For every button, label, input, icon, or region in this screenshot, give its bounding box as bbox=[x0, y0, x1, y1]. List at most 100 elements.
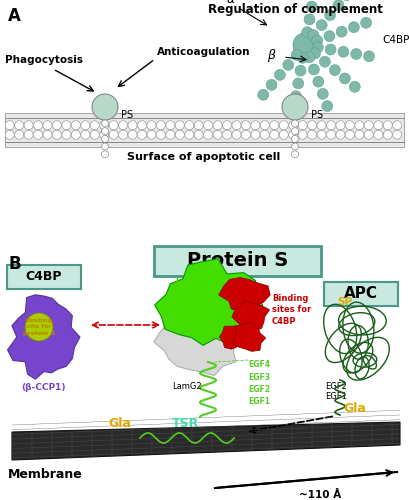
Circle shape bbox=[25, 313, 53, 341]
Circle shape bbox=[109, 130, 118, 140]
Circle shape bbox=[72, 120, 81, 130]
Circle shape bbox=[166, 120, 175, 130]
Circle shape bbox=[349, 82, 360, 92]
Circle shape bbox=[258, 90, 269, 101]
Circle shape bbox=[317, 120, 326, 130]
Circle shape bbox=[194, 120, 203, 130]
Polygon shape bbox=[12, 422, 400, 460]
Circle shape bbox=[351, 48, 362, 60]
Text: ~110 Å: ~110 Å bbox=[299, 490, 341, 500]
Circle shape bbox=[261, 130, 270, 140]
Circle shape bbox=[292, 128, 299, 134]
Text: TSR: TSR bbox=[171, 417, 199, 430]
Circle shape bbox=[364, 120, 373, 130]
Circle shape bbox=[312, 35, 323, 46]
Circle shape bbox=[251, 130, 260, 140]
Circle shape bbox=[393, 130, 402, 140]
Text: Anticoagulation: Anticoagulation bbox=[157, 47, 250, 57]
Polygon shape bbox=[154, 310, 241, 376]
Text: A: A bbox=[8, 7, 21, 25]
Circle shape bbox=[185, 120, 194, 130]
Text: LamG1: LamG1 bbox=[175, 278, 207, 287]
Circle shape bbox=[213, 120, 222, 130]
Circle shape bbox=[292, 143, 299, 150]
Text: Surface of apoptotic cell: Surface of apoptotic cell bbox=[127, 152, 281, 162]
Circle shape bbox=[339, 73, 351, 84]
Circle shape bbox=[383, 130, 392, 140]
Circle shape bbox=[293, 33, 317, 57]
Circle shape bbox=[336, 120, 345, 130]
Circle shape bbox=[204, 130, 213, 140]
Circle shape bbox=[52, 120, 61, 130]
Circle shape bbox=[297, 52, 308, 64]
Text: B: B bbox=[8, 255, 20, 273]
Circle shape bbox=[308, 120, 317, 130]
Bar bbox=[5, 113, 404, 147]
Circle shape bbox=[289, 120, 298, 130]
Circle shape bbox=[43, 120, 52, 130]
Circle shape bbox=[222, 120, 231, 130]
Circle shape bbox=[100, 120, 109, 130]
Circle shape bbox=[5, 120, 14, 130]
Circle shape bbox=[156, 130, 165, 140]
Text: (β-CCP1): (β-CCP1) bbox=[22, 382, 66, 392]
Circle shape bbox=[279, 120, 288, 130]
Polygon shape bbox=[232, 300, 270, 331]
Circle shape bbox=[308, 64, 319, 75]
Circle shape bbox=[319, 56, 330, 67]
Circle shape bbox=[326, 120, 335, 130]
Circle shape bbox=[325, 44, 336, 55]
Circle shape bbox=[24, 120, 33, 130]
Circle shape bbox=[101, 151, 108, 158]
Circle shape bbox=[261, 120, 270, 130]
Circle shape bbox=[312, 42, 323, 53]
Circle shape bbox=[5, 130, 14, 140]
Circle shape bbox=[34, 120, 43, 130]
Circle shape bbox=[175, 130, 184, 140]
Text: Phagocytosis: Phagocytosis bbox=[5, 55, 83, 65]
Circle shape bbox=[204, 120, 213, 130]
Circle shape bbox=[24, 130, 33, 140]
Circle shape bbox=[282, 94, 308, 120]
Circle shape bbox=[355, 120, 364, 130]
Circle shape bbox=[52, 130, 61, 140]
FancyBboxPatch shape bbox=[324, 282, 398, 306]
Circle shape bbox=[374, 130, 383, 140]
Circle shape bbox=[292, 136, 299, 142]
Text: C4BP: C4BP bbox=[26, 270, 62, 283]
Circle shape bbox=[137, 130, 146, 140]
Circle shape bbox=[101, 120, 108, 127]
Circle shape bbox=[336, 130, 345, 140]
Circle shape bbox=[266, 80, 277, 90]
Circle shape bbox=[185, 130, 194, 140]
Circle shape bbox=[15, 120, 24, 130]
Circle shape bbox=[292, 120, 299, 127]
Circle shape bbox=[43, 130, 52, 140]
Text: EGF4
EGF3
EGF2
EGF1: EGF4 EGF3 EGF2 EGF1 bbox=[248, 360, 270, 406]
Text: C4BP: C4BP bbox=[382, 35, 409, 45]
Circle shape bbox=[101, 136, 108, 142]
Circle shape bbox=[374, 120, 383, 130]
Circle shape bbox=[90, 120, 99, 130]
Circle shape bbox=[175, 120, 184, 130]
Circle shape bbox=[346, 120, 355, 130]
Circle shape bbox=[72, 130, 81, 140]
Circle shape bbox=[119, 120, 128, 130]
Text: Protein S: Protein S bbox=[187, 252, 288, 270]
Text: Gla: Gla bbox=[108, 417, 131, 430]
Circle shape bbox=[90, 130, 99, 140]
Circle shape bbox=[101, 143, 108, 150]
Circle shape bbox=[364, 130, 373, 140]
Circle shape bbox=[338, 46, 349, 58]
Circle shape bbox=[361, 18, 372, 28]
Text: α: α bbox=[227, 0, 235, 6]
Circle shape bbox=[270, 130, 279, 140]
Circle shape bbox=[147, 130, 156, 140]
Circle shape bbox=[119, 130, 128, 140]
Circle shape bbox=[310, 48, 321, 59]
Text: Gla: Gla bbox=[344, 402, 366, 415]
Circle shape bbox=[166, 130, 175, 140]
Circle shape bbox=[34, 130, 43, 140]
Circle shape bbox=[101, 128, 108, 134]
Circle shape bbox=[346, 130, 355, 140]
